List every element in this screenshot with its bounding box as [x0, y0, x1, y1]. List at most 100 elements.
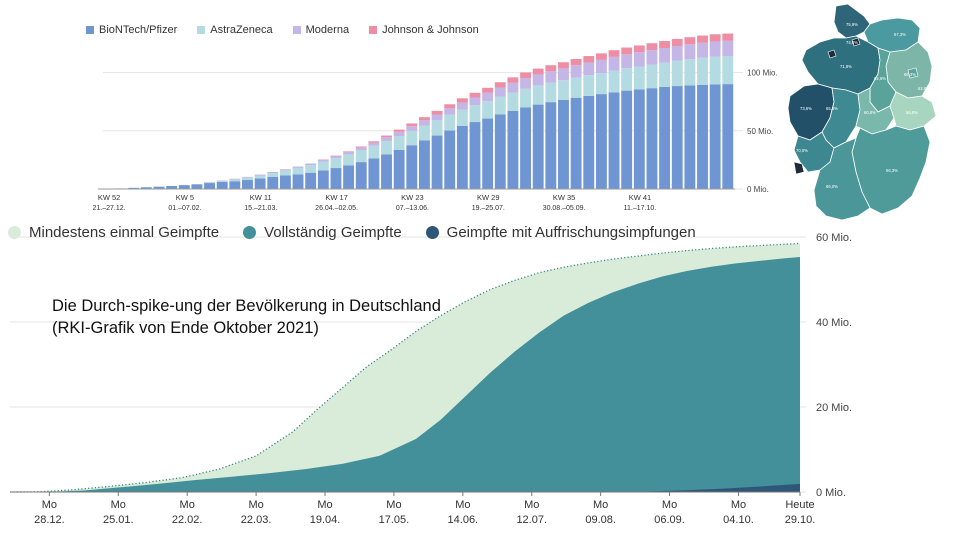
top-bar-segment [216, 180, 228, 183]
bottom-y-tick-label: 60 Mio. [816, 232, 852, 244]
top-x-tick-kw: KW 5 [176, 193, 194, 202]
top-bar-segment [684, 59, 696, 86]
top-bar-segment [267, 172, 279, 174]
top-bar-segment [621, 68, 633, 91]
top-bar-segment [229, 179, 241, 182]
top-x-tick-kw: KW 35 [553, 193, 576, 202]
map-states [787, 3, 937, 221]
top-bar-segment [330, 155, 342, 159]
top-bar-segment [242, 176, 253, 178]
bottom-x-tick-day: Mo [317, 499, 332, 511]
top-bar-segment [393, 129, 405, 132]
top-bar-segment [697, 57, 708, 85]
map-state-sachsen [889, 91, 937, 131]
top-bar-segment [292, 174, 304, 189]
top-bar-segment [482, 87, 494, 93]
top-bar-segment [444, 114, 456, 131]
top-x-tick-date: 01.–07.02. [168, 205, 201, 212]
top-bar-segment [545, 82, 557, 103]
top-x-tick-date: 07.–13.06. [396, 205, 429, 212]
top-bar-segment [520, 78, 531, 89]
top-bar-segment [444, 104, 456, 109]
top-bar-segment [697, 84, 708, 189]
bottom-y-tick-label: 40 Mio. [816, 317, 852, 329]
top-bar-segment [583, 56, 595, 63]
top-bar-segment [482, 118, 494, 189]
legend-item-full: Vollständig Geimpfte [243, 224, 402, 241]
top-x-tick-date: 30.08.–05.09. [543, 205, 586, 212]
map-state-hamburg [851, 37, 861, 47]
map-label: 66,3% [886, 168, 898, 173]
top-bar-segment [595, 94, 607, 189]
top-bar-segment [494, 96, 506, 115]
map-state-baden-wuerttemberg [813, 137, 871, 221]
top-bar-segment [671, 46, 683, 61]
top-bar-segment [469, 97, 481, 106]
top-bar-segment [406, 126, 418, 131]
top-x-tick-date: 26.04.–02.05. [315, 205, 358, 212]
top-bar-segment [520, 107, 531, 189]
bottom-x-tick-day: Heute [785, 499, 814, 511]
bottom-x-tick-day: Mo [731, 499, 746, 511]
top-bar-segment [469, 122, 481, 189]
top-bar-segment [330, 158, 342, 169]
top-bar-segment [595, 53, 607, 60]
top-bar-segment [722, 84, 734, 189]
top-bar-segment [128, 187, 140, 189]
bottom-x-tick-day: Mo [524, 499, 539, 511]
bottom-x-tick-date: 29.10. [785, 514, 816, 526]
top-bar-segment [242, 180, 253, 189]
top-bar-segment [558, 62, 569, 69]
top-bar-segment [659, 41, 671, 49]
top-bar-segment [646, 64, 658, 89]
map-state-saarland [793, 161, 805, 175]
top-bar-segment [456, 102, 468, 110]
map-label: 70,0% [796, 148, 808, 153]
top-bar-segment [343, 154, 355, 166]
bottom-x-tick-date: 17.05. [379, 514, 410, 526]
bottom-chart-x-axis: Mo 28.12. Mo 25.01. Mo 22.02. Mo 22.03. Mo 19.04.… [34, 492, 815, 526]
top-bar-segment [431, 120, 443, 136]
vaccinated-people-area-chart: Mo 28.12. Mo 25.01. Mo 22.02. Mo 22.03. Mo 19.04.… [9, 232, 852, 526]
bottom-chart-y-axis: 0 Mio. 20 Mio. 40 Mio. 60 Mio. [816, 232, 852, 499]
top-bar-segment [697, 42, 708, 58]
top-bar-segment [520, 72, 531, 79]
top-bar-segment [178, 185, 190, 189]
top-bar-segment [229, 181, 241, 189]
top-bar-segment [722, 40, 734, 57]
top-bar-segment [633, 45, 645, 53]
top-bar-segment [381, 154, 392, 189]
legend-swatch-jj [369, 26, 378, 34]
top-bar-segment [444, 130, 456, 189]
germany-vaccination-map: 75,9% 74,8% 67,3% 71,8% 73,6% 66,3% 64,6… [787, 3, 937, 221]
top-chart-bars [98, 33, 735, 190]
top-bar-segment [507, 82, 519, 93]
top-bar-segment [621, 47, 633, 55]
top-x-tick-date: 15.–21.03. [244, 205, 277, 212]
top-bar-segment [242, 177, 253, 181]
top-bar-segment [343, 151, 355, 155]
annotation-text: Die Durch-spike-ung der Bevölkerung in D… [52, 295, 441, 339]
top-bar-segment [444, 108, 456, 115]
top-bar-segment [633, 66, 645, 90]
map-label: 65,3% [826, 106, 838, 111]
top-bar-segment [671, 86, 683, 189]
top-bar-segment [368, 141, 380, 143]
top-bar-segment [646, 88, 658, 189]
top-chart-legend: BioNTech/Pfizer AstraZeneca Moderna John… [86, 24, 479, 36]
top-bar-segment [330, 168, 342, 189]
legend-label-biontech: BioNTech/Pfizer [99, 24, 178, 36]
bottom-y-tick-label: 20 Mio. [816, 402, 852, 414]
top-bar-segment [684, 44, 696, 60]
legend-label-booster: Geimpfte mit Auffrischungsimpfungen [446, 224, 696, 241]
top-bar-segment [292, 166, 304, 168]
top-bar-segment [419, 117, 430, 121]
bottom-x-tick-date: 25.01. [103, 514, 134, 526]
top-y-tick-label: 100 Mio. [747, 69, 778, 78]
top-x-tick-kw: KW 23 [401, 193, 424, 202]
top-bar-segment [621, 54, 633, 69]
top-bar-segment [419, 140, 430, 189]
top-x-tick-kw: KW 41 [629, 193, 652, 202]
area-booster [10, 483, 800, 492]
top-bar-segment [633, 89, 645, 189]
